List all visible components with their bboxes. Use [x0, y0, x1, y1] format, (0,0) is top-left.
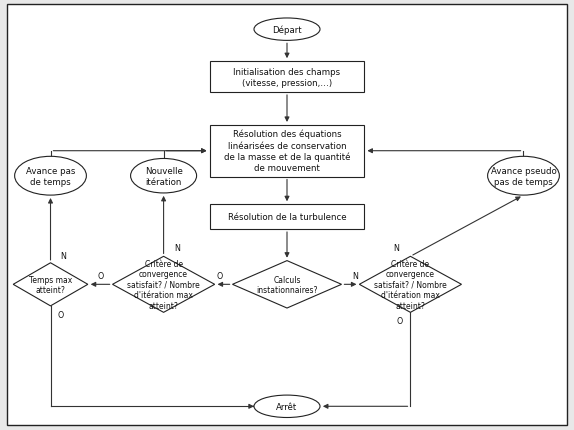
Ellipse shape — [254, 395, 320, 418]
FancyBboxPatch shape — [210, 126, 364, 177]
Text: Avance pas
de temps: Avance pas de temps — [26, 166, 75, 186]
Text: N: N — [394, 244, 400, 252]
Text: Temps max
atteint?: Temps max atteint? — [29, 275, 72, 295]
Text: Calculs
instationnaires?: Calculs instationnaires? — [256, 275, 318, 295]
Text: Départ: Départ — [272, 25, 302, 35]
Text: O: O — [58, 310, 64, 319]
FancyBboxPatch shape — [7, 5, 567, 425]
Text: Nouvelle
itération: Nouvelle itération — [145, 166, 183, 186]
Polygon shape — [13, 263, 88, 306]
Text: N: N — [60, 251, 66, 260]
Ellipse shape — [254, 19, 320, 41]
Text: O: O — [397, 317, 403, 326]
Text: O: O — [98, 272, 104, 280]
Polygon shape — [113, 257, 215, 313]
Text: Avance pseudo
pas de temps: Avance pseudo pas de temps — [491, 166, 556, 186]
FancyBboxPatch shape — [210, 62, 364, 93]
Text: N: N — [352, 272, 358, 280]
Text: Résolution de la turbulence: Résolution de la turbulence — [228, 213, 346, 221]
Text: Critère de
convergence
satisfait? / Nombre
d'itération max
atteint?: Critère de convergence satisfait? / Nomb… — [127, 259, 200, 310]
Polygon shape — [232, 261, 342, 308]
Text: Résolution des équations
linéarisées de conservation
de la masse et de la quanti: Résolution des équations linéarisées de … — [224, 130, 350, 173]
Text: Critère de
convergence
satisfait? / Nombre
d'itération max
atteint?: Critère de convergence satisfait? / Nomb… — [374, 259, 447, 310]
Polygon shape — [359, 257, 461, 313]
Ellipse shape — [15, 157, 86, 196]
Text: Arrêt: Arrêt — [276, 402, 298, 411]
Ellipse shape — [488, 157, 560, 196]
Text: N: N — [174, 244, 180, 252]
Text: O: O — [216, 272, 222, 280]
Ellipse shape — [130, 159, 196, 194]
FancyBboxPatch shape — [210, 205, 364, 230]
Text: Initialisation des champs
(vitesse, pression,…): Initialisation des champs (vitesse, pres… — [234, 68, 340, 87]
